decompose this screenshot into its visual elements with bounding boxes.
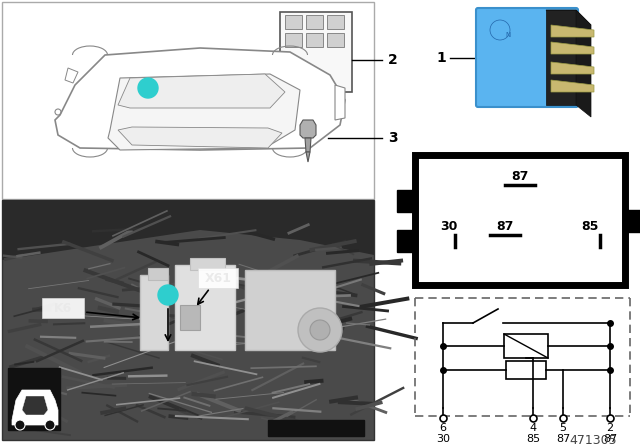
Text: N: N [506,32,511,38]
Bar [2,2,374,199]
Bar [623,210,640,232]
Bar [285,33,302,47]
Polygon shape [280,5,360,12]
Polygon shape [22,396,48,415]
Polygon shape [300,120,316,138]
Polygon shape [118,74,285,108]
Text: 87: 87 [556,434,570,444]
Bar [415,155,625,285]
Circle shape [298,308,342,352]
Text: 85: 85 [581,220,598,233]
Text: 3: 3 [388,131,397,145]
FancyBboxPatch shape [476,8,578,107]
Bar [397,190,417,212]
Polygon shape [118,127,282,148]
Bar [140,275,168,350]
Polygon shape [108,74,300,150]
Polygon shape [546,10,591,25]
Bar [148,268,168,280]
Text: 1: 1 [144,83,152,93]
Polygon shape [306,152,310,162]
Polygon shape [65,68,78,83]
Bar [198,268,238,288]
Circle shape [15,420,25,430]
Bar [8,368,60,430]
Text: 471305: 471305 [569,434,617,447]
Bar [415,298,630,416]
Polygon shape [335,85,345,120]
Text: 30: 30 [440,220,458,233]
Text: 4: 4 [529,423,536,433]
Polygon shape [55,48,345,150]
Polygon shape [551,25,594,37]
Bar [397,230,417,252]
Circle shape [45,420,55,430]
Bar [306,15,323,29]
Circle shape [158,285,178,305]
Bar [327,33,344,47]
Bar [190,258,225,270]
Bar [330,90,340,110]
Bar [245,270,335,350]
Text: 30: 30 [436,434,450,444]
Bar [268,420,364,436]
Circle shape [310,320,330,340]
Text: 5: 5 [559,423,566,433]
Text: 1: 1 [436,51,446,65]
Bar [327,15,344,29]
Bar [42,298,84,318]
Bar [290,90,300,110]
Text: 85: 85 [526,434,540,444]
Polygon shape [305,138,311,152]
Bar [180,305,200,330]
Text: 6: 6 [440,423,447,433]
Bar [285,15,302,29]
Bar [175,265,235,350]
Text: X61: X61 [205,271,232,284]
Text: K6: K6 [54,302,72,314]
Bar [306,33,323,47]
Bar [280,12,352,92]
Text: 2: 2 [607,423,614,433]
Text: 87: 87 [496,220,514,233]
Polygon shape [2,200,374,260]
Polygon shape [551,80,594,92]
Bar [310,90,320,110]
Text: 87: 87 [603,434,617,444]
Text: 1: 1 [164,290,172,300]
Polygon shape [12,390,58,425]
Bar [273,55,283,85]
Polygon shape [576,10,591,117]
Bar [269,60,279,80]
Polygon shape [551,42,594,54]
Text: 120291: 120291 [295,423,337,433]
Text: 87: 87 [511,171,529,184]
Bar [2,200,374,440]
Circle shape [138,78,158,98]
Bar [504,334,548,358]
Polygon shape [352,5,360,80]
Polygon shape [551,62,594,74]
Text: 2: 2 [388,53,397,67]
Bar [546,10,576,105]
Bar [506,361,546,379]
